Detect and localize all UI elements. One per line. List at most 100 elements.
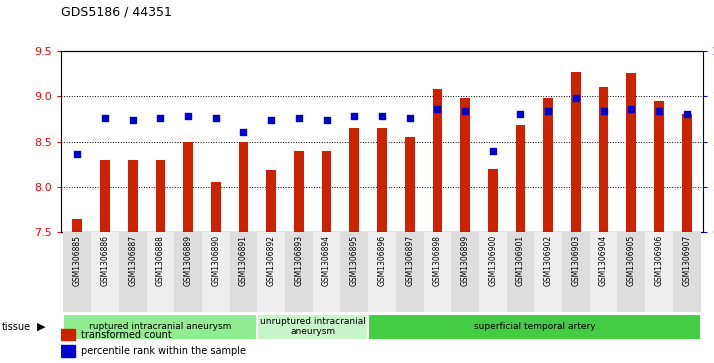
- Bar: [349, 128, 359, 232]
- Bar: [294, 151, 303, 232]
- Text: percentile rank within the sample: percentile rank within the sample: [81, 346, 246, 356]
- Point: [293, 115, 305, 121]
- Point: [238, 130, 249, 135]
- Bar: [507, 232, 534, 312]
- Text: GSM1306904: GSM1306904: [599, 235, 608, 286]
- Point: [653, 108, 665, 114]
- Point: [348, 113, 360, 119]
- Bar: [626, 73, 636, 232]
- Bar: [61, 345, 75, 357]
- Bar: [322, 151, 331, 232]
- Bar: [451, 232, 479, 312]
- Bar: [64, 314, 257, 340]
- Bar: [285, 232, 313, 312]
- Bar: [174, 232, 202, 312]
- Bar: [433, 89, 442, 232]
- Text: superficial temporal artery: superficial temporal artery: [473, 322, 595, 331]
- Text: GSM1306898: GSM1306898: [433, 235, 442, 286]
- Bar: [618, 232, 645, 312]
- Text: GSM1306906: GSM1306906: [655, 235, 663, 286]
- Text: GSM1306887: GSM1306887: [129, 235, 137, 286]
- Text: GSM1306907: GSM1306907: [682, 235, 691, 286]
- Text: GSM1306890: GSM1306890: [211, 235, 221, 286]
- Bar: [156, 160, 165, 232]
- Text: GSM1306896: GSM1306896: [378, 235, 386, 286]
- Bar: [146, 232, 174, 312]
- Point: [210, 115, 221, 121]
- Text: GSM1306899: GSM1306899: [461, 235, 470, 286]
- Text: GSM1306901: GSM1306901: [516, 235, 525, 286]
- Point: [543, 108, 554, 114]
- Bar: [534, 232, 562, 312]
- Bar: [91, 232, 119, 312]
- Bar: [368, 232, 396, 312]
- Point: [459, 108, 471, 114]
- Bar: [654, 101, 664, 232]
- Point: [570, 95, 582, 101]
- Text: unruptured intracranial
aneurysm: unruptured intracranial aneurysm: [260, 317, 366, 337]
- Bar: [488, 169, 498, 232]
- Bar: [119, 232, 146, 312]
- Point: [515, 111, 526, 117]
- Point: [625, 106, 637, 112]
- Bar: [341, 232, 368, 312]
- Point: [155, 115, 166, 121]
- Point: [71, 151, 83, 157]
- Text: GSM1306902: GSM1306902: [543, 235, 553, 286]
- Text: ruptured intracranial aneurysm: ruptured intracranial aneurysm: [89, 322, 231, 331]
- Bar: [230, 232, 257, 312]
- Bar: [377, 128, 387, 232]
- Point: [432, 106, 443, 112]
- Bar: [368, 314, 700, 340]
- Bar: [479, 232, 507, 312]
- Bar: [313, 232, 341, 312]
- Text: transformed count: transformed count: [81, 330, 172, 340]
- Point: [681, 111, 693, 117]
- Text: GSM1306886: GSM1306886: [101, 235, 109, 286]
- Bar: [128, 160, 138, 232]
- Point: [404, 115, 416, 121]
- Bar: [72, 219, 82, 232]
- Bar: [599, 87, 608, 232]
- Bar: [645, 232, 673, 312]
- Bar: [562, 232, 590, 312]
- Point: [376, 113, 388, 119]
- Bar: [405, 137, 415, 232]
- Text: GSM1306905: GSM1306905: [627, 235, 635, 286]
- Text: GSM1306885: GSM1306885: [73, 235, 82, 286]
- Bar: [673, 232, 700, 312]
- Point: [598, 108, 609, 114]
- Text: GSM1306892: GSM1306892: [267, 235, 276, 286]
- Point: [487, 148, 498, 154]
- Bar: [183, 142, 193, 232]
- Bar: [64, 232, 91, 312]
- Bar: [238, 142, 248, 232]
- Bar: [257, 232, 285, 312]
- Bar: [543, 98, 553, 232]
- Text: GSM1306900: GSM1306900: [488, 235, 497, 286]
- Bar: [61, 329, 75, 340]
- Bar: [590, 232, 618, 312]
- Point: [182, 113, 193, 119]
- Point: [99, 115, 111, 121]
- Bar: [202, 232, 230, 312]
- Point: [321, 117, 332, 123]
- Text: GSM1306888: GSM1306888: [156, 235, 165, 286]
- Point: [127, 117, 139, 123]
- Bar: [100, 160, 110, 232]
- Bar: [516, 125, 526, 232]
- Text: tissue: tissue: [1, 322, 31, 332]
- Text: GSM1306889: GSM1306889: [183, 235, 193, 286]
- Bar: [396, 232, 423, 312]
- Bar: [461, 98, 470, 232]
- Bar: [257, 314, 368, 340]
- Text: GSM1306895: GSM1306895: [350, 235, 359, 286]
- Bar: [423, 232, 451, 312]
- Text: GSM1306891: GSM1306891: [239, 235, 248, 286]
- Point: [266, 117, 277, 123]
- Text: GSM1306903: GSM1306903: [571, 235, 580, 286]
- Bar: [571, 72, 580, 232]
- Bar: [266, 170, 276, 232]
- Text: GSM1306893: GSM1306893: [294, 235, 303, 286]
- Text: ▶: ▶: [37, 322, 46, 332]
